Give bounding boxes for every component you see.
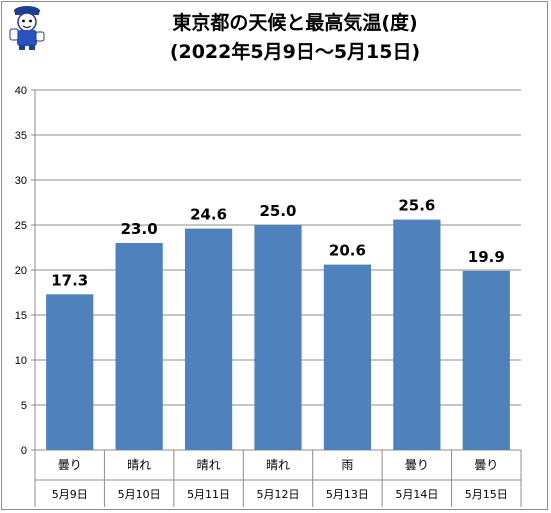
weather-label: 雨 (341, 458, 353, 472)
weather-label: 晴れ (266, 458, 290, 472)
chart-title: 東京都の天候と最高気温(度) (2022年5月9日～5月15日) (60, 9, 530, 67)
x-tick-label: 5月15日 (465, 488, 508, 501)
x-tick-label: 5月14日 (395, 488, 438, 501)
y-tick-label: 5 (21, 400, 27, 412)
bar (323, 264, 372, 450)
data-label: 25.6 (398, 197, 435, 215)
y-tick-label: 10 (15, 355, 27, 367)
data-label: 23.0 (121, 220, 158, 238)
y-tick-label: 35 (15, 130, 27, 142)
data-label: 24.6 (190, 206, 227, 224)
y-tick-label: 40 (15, 85, 27, 97)
bar (115, 243, 163, 450)
x-tick-label: 5月11日 (187, 488, 230, 501)
weather-label: 晴れ (127, 458, 151, 472)
y-tick-label: 20 (15, 265, 27, 277)
data-label: 19.9 (468, 248, 505, 266)
bar (254, 225, 302, 450)
x-tick-label: 5月9日 (52, 488, 88, 501)
x-tick-label: 5月10日 (118, 488, 161, 501)
x-tick-label: 5月13日 (326, 488, 369, 501)
weather-label: 曇り (58, 458, 82, 472)
weather-label: 曇り (474, 458, 498, 472)
y-tick-label: 30 (15, 175, 27, 187)
weather-label: 晴れ (197, 458, 221, 472)
y-tick-label: 0 (21, 445, 27, 457)
weather-label: 曇り (405, 458, 429, 472)
data-label: 20.6 (329, 242, 366, 260)
x-tick-label: 5月12日 (257, 488, 300, 501)
mascot-logo-icon (5, 5, 49, 51)
y-tick-label: 25 (15, 220, 27, 232)
bar (462, 270, 510, 450)
data-label: 17.3 (51, 271, 88, 289)
data-label: 25.0 (259, 202, 296, 220)
bar (184, 228, 233, 450)
title-line-2: (2022年5月9日～5月15日) (169, 41, 421, 63)
title-line-1: 東京都の天候と最高気温(度) (172, 12, 418, 34)
bar (46, 294, 94, 450)
bar (393, 219, 441, 450)
y-tick-label: 15 (15, 310, 27, 322)
